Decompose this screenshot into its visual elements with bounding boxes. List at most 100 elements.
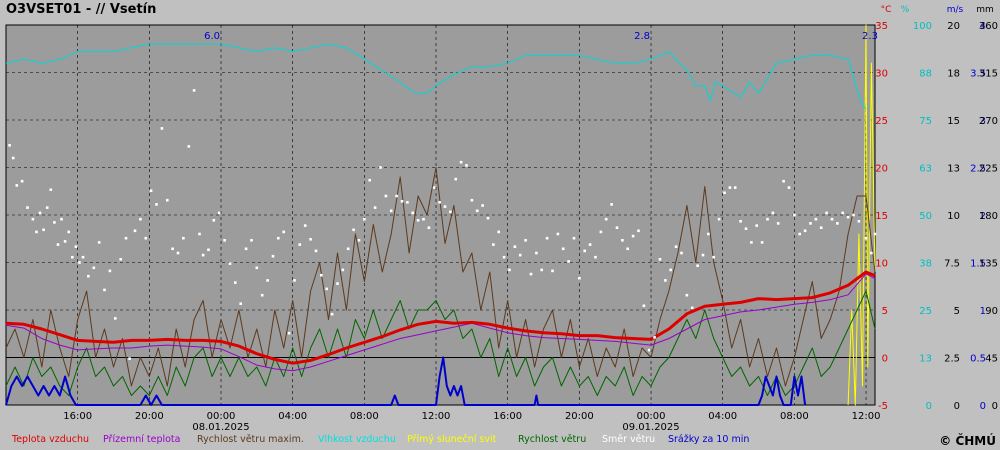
wind-direction-point [63,240,67,243]
y-tick-label: 0.5 [970,354,986,365]
wind-direction-point [621,239,624,242]
wind-direction-point [696,264,699,267]
wind-direction-point [212,219,216,222]
station-title: O3VSET01 - // Vsetín [6,2,157,17]
x-date-label: 09.01.2025 [622,422,679,433]
y-tick-label: 5 [954,306,960,317]
wind-direction-point [341,268,345,272]
legend-wind-direction: Směr větru [602,434,656,445]
series-line [847,24,876,406]
wind-direction-point [583,249,586,253]
wind-direction-point [864,236,868,240]
x-tick-label: 20:00 [135,411,164,422]
wind-direction-point [787,186,791,189]
wind-direction-point [379,166,382,169]
wind-direction-point [336,282,339,285]
y-tick-label: 360 [979,21,998,32]
wind-direction-point [707,232,710,236]
wind-direction-point [357,239,361,242]
wind-direction-point [223,239,226,242]
legend-ground-temperature: Přízemní teplota [103,434,181,445]
y-tick-label: 0 [882,354,888,365]
axis-unit-label: mm [976,5,994,15]
series-line [5,290,876,396]
wind-direction-point [626,247,629,251]
wind-direction-point [416,219,420,222]
legend-wind-speed: Rychlost větru [518,434,587,445]
y-tick-label: 2.5 [944,354,960,365]
wind-direction-point [71,255,74,259]
wind-direction-point [271,254,275,258]
legend-air-temperature: Teplota vzduchu [12,434,90,445]
wind-direction-point [712,255,715,259]
wind-direction-point [475,209,479,213]
wind-direction-point [733,186,737,189]
wind-direction-point [836,222,839,225]
wind-direction-point [234,281,237,284]
y-tick-label: 270 [979,116,998,127]
wind-direction-point [518,253,522,257]
wind-direction-point [830,217,834,221]
wind-direction-point [819,226,823,229]
wind-direction-point [255,266,259,270]
wind-direction-point [470,198,474,202]
annotation-label: 6.0 [204,31,220,42]
wind-direction-point [325,287,328,291]
wind-direction-point [572,236,576,240]
wind-direction-point [49,188,53,191]
wind-direction-point [266,279,269,282]
y-tick-label: 180 [979,211,998,222]
legend-humidity: Vlhkost vzduchu [318,434,396,445]
y-tick-label: 30 [875,69,888,80]
x-tick-label: 04:00 [278,411,307,422]
x-tick-label: 16:00 [493,411,522,422]
series-line [5,356,807,406]
y-tick-label: 100 [913,21,932,32]
wind-direction-point [20,179,24,183]
legend-sunshine: Přímý sluneční svit [407,434,497,445]
y-tick-label: 13 [947,164,960,175]
wind-direction-point [567,260,570,263]
y-tick-label: 1.5 [970,259,986,270]
wind-direction-point [529,272,533,276]
wind-direction-point [449,210,452,214]
wind-direction-point [658,258,662,261]
wind-direction-point [228,262,232,265]
wind-direction-point [330,312,334,316]
wind-direction-point [513,245,517,248]
wind-direction-point [556,232,560,236]
annotation-label: 2.8 [634,31,650,42]
wind-direction-point [637,229,640,233]
legend-max-wind-speed: Rychlost větru maxim. [197,434,304,445]
wind-direction-point [171,247,174,251]
wind-direction-point [198,232,201,236]
wind-direction-point [192,89,196,92]
x-tick-label: 20:00 [565,411,594,422]
wind-direction-point [508,268,511,272]
wind-direction-point [144,236,148,240]
wind-direction-point [389,209,393,213]
wind-direction-point [803,229,807,233]
wind-direction-point [599,230,603,234]
wind-direction-point [133,229,137,233]
wind-direction-point [728,186,732,189]
wind-direction-point [287,331,291,335]
wind-direction-point [680,251,683,255]
wind-direction-point [690,306,694,310]
wind-direction-point [481,204,484,207]
wind-direction-point [814,217,818,221]
y-tick-label: 135 [979,259,998,270]
wind-direction-point [38,211,42,215]
series-line [5,167,876,387]
wind-direction-point [26,206,29,209]
y-tick-label: 20 [875,164,888,175]
y-tick-label: 1 [980,306,986,317]
wind-direction-point [187,145,191,148]
wind-direction-point [717,217,721,221]
wind-direction-point [309,238,312,241]
wind-direction-point [201,253,205,257]
wind-direction-point [97,241,101,244]
axis-labels: 35302520151050-5°C100887563503825130%201… [63,5,998,433]
series-line [5,270,876,365]
